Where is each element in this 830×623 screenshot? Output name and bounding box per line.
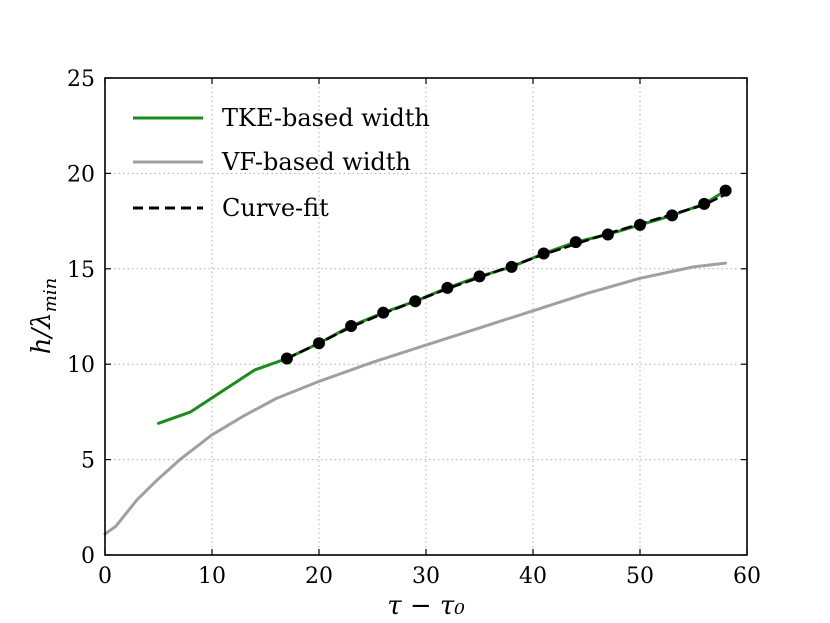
y-tick-label: 20 <box>67 162 95 187</box>
y-tick-label: 0 <box>81 544 95 569</box>
x-tick-label: 0 <box>98 564 112 589</box>
axis-ticks: 0 10 20 30 40 50 60 0 5 10 15 20 25 <box>67 67 761 589</box>
y-tick-label: 5 <box>81 449 95 474</box>
data-point <box>345 320 358 333</box>
data-point <box>719 184 732 197</box>
y-tick-label: 25 <box>67 67 95 92</box>
data-point <box>505 260 518 273</box>
y-tick-label: 10 <box>67 353 95 378</box>
y-axis-label-main: h/λ <box>27 312 57 354</box>
data-point <box>473 270 486 283</box>
data-point <box>409 295 422 308</box>
y-tick-label: 15 <box>67 258 95 283</box>
data-point <box>569 236 582 249</box>
legend-label: TKE-based width <box>222 104 430 132</box>
x-axis-label: τ − τ₀ <box>387 591 465 621</box>
data-point <box>441 281 454 294</box>
data-point <box>537 247 550 260</box>
data-point <box>313 337 325 350</box>
x-tick-label: 10 <box>198 564 226 589</box>
data-point <box>698 197 711 210</box>
grid <box>105 78 747 555</box>
x-tick-label: 50 <box>626 564 654 589</box>
legend: TKE-based width VF-based width Curve-fit <box>133 104 430 222</box>
x-tick-label: 60 <box>733 564 761 589</box>
data-point <box>634 218 646 231</box>
y-axis-label-subscript: min <box>40 278 61 312</box>
legend-label: VF-based width <box>221 148 411 176</box>
data-points <box>280 184 732 365</box>
y-axis-label: h/λmin <box>27 278 61 354</box>
series-layer <box>103 189 728 536</box>
x-tick-label: 30 <box>412 564 440 589</box>
series-line-vf-based-width <box>103 261 728 536</box>
x-tick-label: 20 <box>305 564 333 589</box>
series-line-curve-fit <box>285 193 727 360</box>
data-point <box>666 209 679 222</box>
data-point <box>377 306 390 319</box>
x-tick-label: 40 <box>519 564 547 589</box>
data-point <box>601 228 614 241</box>
data-point <box>280 352 293 365</box>
legend-label: Curve-fit <box>222 194 329 222</box>
